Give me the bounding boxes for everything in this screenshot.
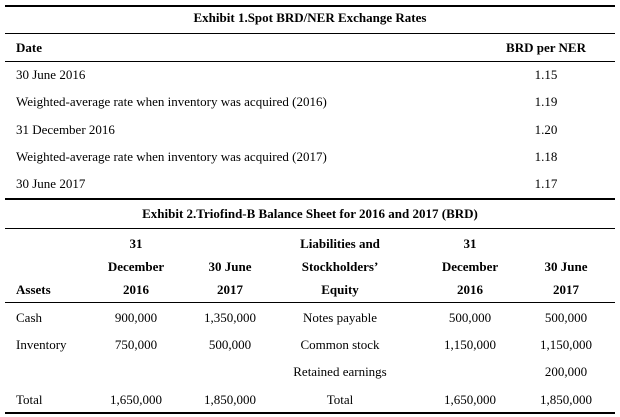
exhibit2-row-asset: Total [16,392,43,407]
exhibit2-header-liab-line1: Liabilities and [300,236,380,251]
exhibit2-row-asset-2016: 900,000 [114,310,158,325]
exhibit2-row-asset-2017: 1,350,000 [204,310,256,325]
exhibit2-row-liability-2017: 1,850,000 [540,392,592,407]
exhibit2-header-jun2017-line2: 2017 [217,282,243,297]
exhibit2-row-liability-2016: 1,150,000 [444,337,496,352]
exhibit1-row-rate: 1.15 [534,67,558,82]
exhibit1-row-date: Weighted-average rate when inventory was… [16,94,327,109]
exhibit2-row-liability-2017: 200,000 [544,364,588,379]
exhibit1-row-date: 30 June 2017 [16,176,86,191]
exhibit2-row-liability-2017: 1,150,000 [540,337,592,352]
exhibit2-header-dec2016-line1: 31 [129,236,143,251]
exhibit1-title-rule [5,33,615,34]
exhibit2-header-dec2016-line2: December [107,259,165,274]
exhibit2-row-asset: Inventory [16,337,67,352]
exhibit2-header-rule [5,302,615,303]
exhibit2-title-rule [5,228,615,229]
exhibit1-row-date: 31 December 2016 [16,122,115,137]
exhibit2-row-liability-2017: 500,000 [544,310,588,325]
exhibit2-row-liability-2016: 500,000 [448,310,492,325]
exhibit2-header-liab-line3: Equity [321,282,359,297]
exhibit2-row-liability: Notes payable [302,310,377,325]
exhibit1-row-rate: 1.19 [534,94,558,109]
exhibit2-row-asset-2017: 1,850,000 [204,392,256,407]
exhibit2-top-rule [5,198,615,200]
exhibit1-header-date: Date [16,40,42,55]
exhibit2-title: Exhibit 2.Triofind-B Balance Sheet for 2… [142,206,478,221]
exhibit1-row-rate: 1.17 [534,176,558,191]
exhibit2-header-dec2016b-line1: 31 [463,236,477,251]
exhibit2-row-liability: Total [326,392,354,407]
exhibit2-header-jun2017b-line1: 30 June [544,259,588,274]
exhibit2-row-asset-2016: 750,000 [114,337,158,352]
exhibit1-row-rate: 1.20 [534,122,558,137]
exhibit2-header-dec2016b-line2: December [441,259,499,274]
exhibit2-row-liability: Common stock [300,337,380,352]
exhibit2-row-liability: Retained earnings [293,364,387,379]
exhibit1-header-rate: BRD per NER [506,40,586,55]
exhibit1-row-rate: 1.18 [534,149,558,164]
exhibit2-header-jun2017b-line2: 2017 [553,282,579,297]
exhibit2-header-liab-line2: Stockholders’ [301,259,379,274]
exhibit2-header-assets: Assets [16,282,51,297]
exhibit2-bottom-rule [5,412,615,414]
exhibit1-row-date: Weighted-average rate when inventory was… [16,149,327,164]
exhibit2-header-jun2017-line1: 30 June [208,259,252,274]
exhibit1-row-date: 30 June 2016 [16,67,86,82]
exhibit2-row-asset-2017: 500,000 [208,337,252,352]
exhibit1-header-rule [5,61,615,62]
exhibit2-header-dec2016b-line3: 2016 [457,282,483,297]
exhibit1-title: Exhibit 1.Spot BRD/NER Exchange Rates [193,10,427,25]
exhibit1-top-rule [5,5,615,7]
exhibit2-row-liability-2016: 1,650,000 [444,392,496,407]
exhibit2-header-dec2016-line3: 2016 [123,282,149,297]
exhibit2-row-asset-2016: 1,650,000 [110,392,162,407]
exhibit2-row-asset: Cash [16,310,42,325]
